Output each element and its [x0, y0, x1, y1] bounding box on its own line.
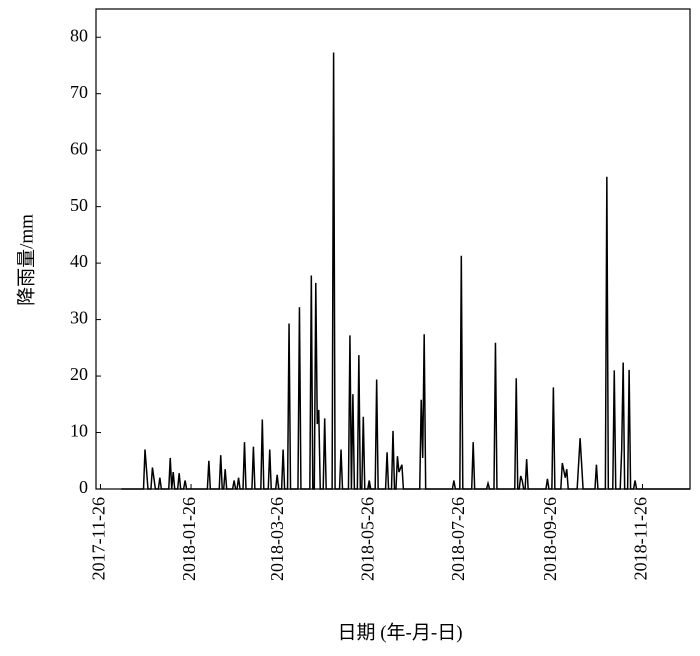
- x-tick-label: 2018-05-26: [357, 497, 377, 581]
- y-tick-label: 0: [79, 477, 88, 497]
- y-tick-label: 50: [70, 195, 88, 215]
- y-tick-label: 80: [70, 25, 88, 45]
- x-tick-label: 2017-11-26: [89, 497, 109, 580]
- rainfall-line: [121, 52, 690, 490]
- y-tick-label: 10: [70, 421, 88, 441]
- x-tick-label: 2018-09-26: [540, 497, 560, 581]
- y-tick-label: 40: [70, 251, 88, 271]
- x-axis-label: 日期 (年-月-日): [337, 621, 462, 643]
- y-tick-label: 20: [70, 364, 88, 384]
- x-tick-label: 2018-01-26: [179, 497, 199, 581]
- y-tick-label: 60: [70, 138, 88, 158]
- y-tick-label: 30: [70, 308, 88, 328]
- plot-frame: [95, 8, 691, 490]
- x-tick-label: 2018-11-26: [631, 497, 651, 580]
- y-axis-label: 降雨量/mm: [15, 214, 37, 306]
- x-tick-label: 2018-03-26: [267, 497, 287, 581]
- y-tick-label: 70: [70, 82, 88, 102]
- x-tick-label: 2018-07-26: [448, 497, 468, 581]
